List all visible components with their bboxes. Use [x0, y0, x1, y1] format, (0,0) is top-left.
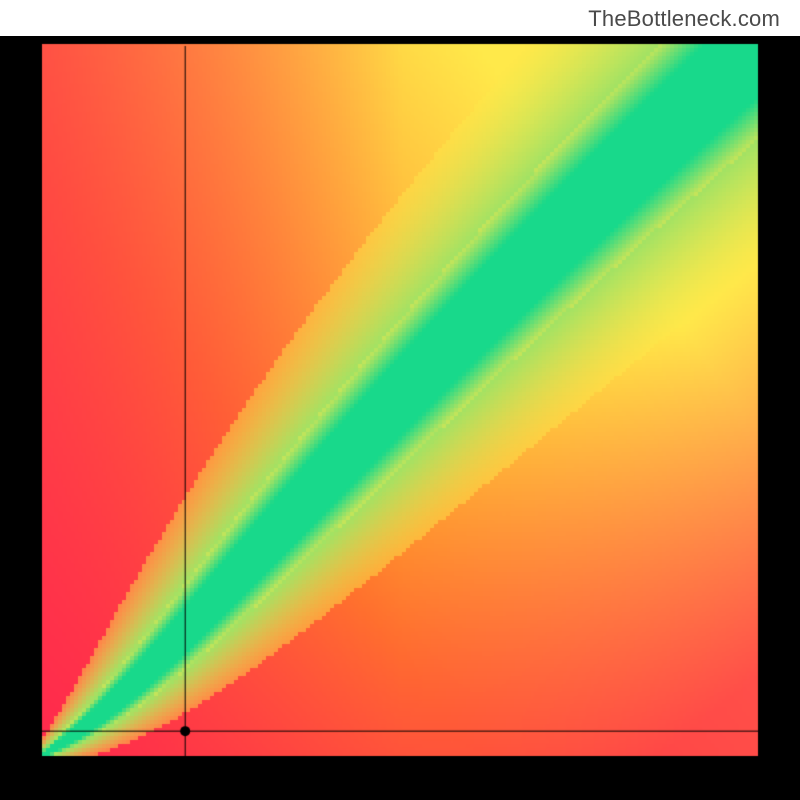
heatmap-canvas: [0, 36, 800, 800]
chart-container: TheBottleneck.com: [0, 0, 800, 800]
watermark-text: TheBottleneck.com: [588, 6, 780, 32]
heatmap-plot: [0, 36, 800, 800]
